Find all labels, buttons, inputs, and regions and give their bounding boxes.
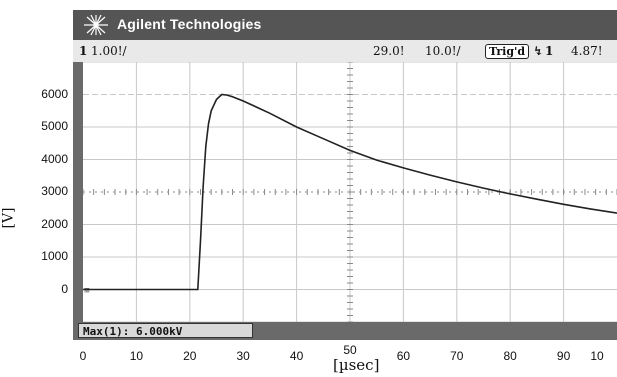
x-tick-label: 30 (236, 349, 250, 363)
y-tick-label: 6000 (41, 86, 68, 101)
x-tick-label: 10 (590, 349, 604, 363)
status-row: 1 1.00!/ 29.0! 10.0!/ Trig'd ↯ 1 4.87! (73, 40, 617, 62)
x-tick-label: 50 (343, 343, 357, 357)
waveform-plot: ≡ (82, 61, 617, 323)
measurement-label: Max(1): (83, 325, 130, 338)
trigger-edge-icon: ↯ (533, 44, 544, 58)
x-tick-label: 40 (289, 349, 304, 363)
y-tick-label: 4000 (41, 151, 68, 166)
trigger-status-badge: Trig'd (485, 44, 530, 59)
trigger-level: 4.87! (571, 44, 603, 58)
waveform-trace (83, 93, 617, 291)
y-tick-label: 5000 (41, 119, 68, 133)
y-axis-label: [V] (0, 207, 17, 229)
timebase-value: 10.0!/ (425, 44, 461, 58)
channel-number: 1 (79, 44, 88, 58)
ground-marker-icon: ≡ (84, 286, 90, 297)
agilent-spark-icon (84, 14, 108, 36)
x-tick-label: 70 (450, 349, 464, 363)
x-axis-label: [µsec] (333, 356, 380, 374)
plot-area: ≡ (82, 61, 617, 323)
measurement-value: 6.000kV (135, 325, 183, 338)
x-tick-label: 0 (79, 349, 87, 363)
x-tick-label: 80 (503, 349, 517, 363)
max-measurement: Max(1): 6.000kV (78, 323, 253, 338)
y-tick-label: 3000 (41, 184, 68, 198)
x-tick-label: 20 (183, 349, 197, 363)
x-tick-label: 10 (129, 349, 144, 363)
y-tick-label: 0 (61, 281, 68, 296)
x-tick-label: 90 (556, 349, 571, 363)
y-tick-label: 2000 (41, 216, 68, 231)
y-tick-label: 1000 (41, 249, 68, 263)
x-tick-label: 60 (396, 349, 411, 363)
vertical-scale: 1.00!/ (91, 44, 127, 58)
brand-title: Agilent Technologies (117, 16, 262, 32)
measurement-bar: Max(1): 6.000kV (73, 322, 617, 340)
delay-value: 29.0! (373, 44, 405, 58)
title-bar: Agilent Technologies (73, 10, 617, 40)
trigger-channel: 1 (545, 44, 554, 58)
